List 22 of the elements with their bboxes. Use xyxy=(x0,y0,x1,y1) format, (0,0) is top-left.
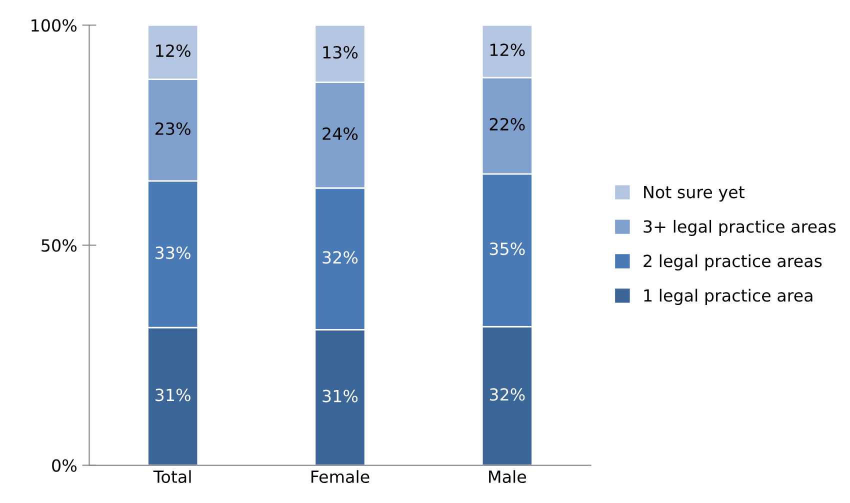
x-tick-label: Female xyxy=(312,470,370,484)
data-label: 23% xyxy=(156,122,190,135)
data-label: 13% xyxy=(323,46,358,59)
data-label: 31% xyxy=(156,388,190,402)
data-label: 35% xyxy=(490,242,525,256)
data-label: 12% xyxy=(156,44,190,58)
data-label: 33% xyxy=(156,246,190,260)
x-tick-label: Total xyxy=(153,470,191,484)
y-tick-label: 100% xyxy=(32,19,77,32)
data-label: 32% xyxy=(322,251,358,264)
data-label: 24% xyxy=(322,127,358,140)
legend-label: Not sure yet xyxy=(644,186,744,202)
legend-label: 2 legal practice areas xyxy=(644,254,822,271)
data-label: 32% xyxy=(490,388,525,401)
x-tick-label: Male xyxy=(489,470,526,484)
y-tick-label: 0% xyxy=(52,459,77,472)
data-label: 12% xyxy=(490,44,525,56)
legend-label: 3+ legal practice areas xyxy=(644,220,836,236)
data-label: 22% xyxy=(490,118,525,131)
legend-label: 1 legal practice area xyxy=(644,288,812,305)
y-tick-label: 50% xyxy=(42,239,77,252)
data-label: 31% xyxy=(322,390,358,402)
